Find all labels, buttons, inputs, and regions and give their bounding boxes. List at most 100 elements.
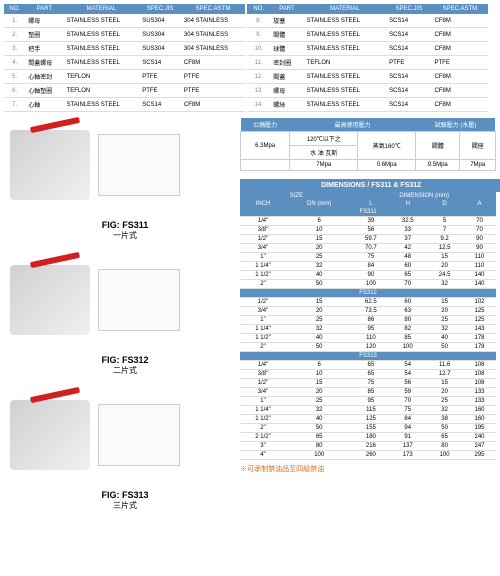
table-cell: 1 1/2" <box>240 271 286 280</box>
table-cell: 100 <box>352 280 389 289</box>
table-cell: 螺母 <box>270 84 303 98</box>
table-cell: 125 <box>463 307 496 316</box>
table-row: 1 1/2"401108540178 <box>240 334 496 343</box>
table-cell: 50 <box>286 280 353 289</box>
table-cell: CF8M <box>432 42 489 56</box>
table-cell: 把手 <box>25 42 63 56</box>
col-header: A <box>463 200 496 208</box>
section-label: FS313 <box>240 352 496 361</box>
pressure-table: 公稱壓力 最高使用壓力 試驗壓力 (水壓) 6.3Mpa 120℃以下之 蒸氣1… <box>240 118 496 171</box>
table-cell: CF8M <box>432 70 489 84</box>
table-cell: 178 <box>463 334 496 343</box>
table-row: 3"8021613780247 <box>240 442 496 451</box>
table-row: 11.密封圈TEFLONPTFEPTFE <box>247 56 488 70</box>
table-cell: 3/8" <box>240 370 286 379</box>
table-cell: 65 <box>352 361 389 370</box>
table-cell: 84 <box>389 415 426 424</box>
table-row: 1"25957025133 <box>240 397 496 406</box>
table-cell: 39 <box>352 217 389 226</box>
table-cell: 110 <box>352 334 389 343</box>
table-cell: 82 <box>389 325 426 334</box>
table-cell: 115 <box>352 406 389 415</box>
table-cell: 32 <box>286 325 353 334</box>
table-cell: STAINLESS STEEL <box>304 42 386 56</box>
table-cell: 63 <box>389 307 426 316</box>
table-row: 1"25754815110 <box>240 253 496 262</box>
table-cell: 螺母 <box>25 14 63 28</box>
table-cell: 24.5 <box>426 271 463 280</box>
table-cell: PTFE <box>139 70 181 84</box>
table-cell: 73.5 <box>352 307 389 316</box>
table-cell: 33 <box>389 226 426 235</box>
table-row: 1 1/2"40906524.5140 <box>240 271 496 280</box>
table-cell: 304 STAINLESS <box>181 14 245 28</box>
table-cell: 62.5 <box>352 298 389 307</box>
table-cell: 25 <box>286 316 353 325</box>
table-cell: 102 <box>463 298 496 307</box>
table-row: 9.閥體STAINLESS STEELSCS14CF8M <box>247 28 488 42</box>
table-cell: 195 <box>463 424 496 433</box>
table-cell: 240 <box>463 433 496 442</box>
table-cell: PTFE <box>432 56 489 70</box>
table-row: 14.螺絲STAINLESS STEELSCS14CF8M <box>247 98 488 112</box>
table-cell: 1" <box>240 316 286 325</box>
table-row: 4.間蓋螺母STAINLESS STEELSCS14CF8M <box>4 56 245 70</box>
table-cell: 60 <box>389 298 426 307</box>
table-cell: 3. <box>4 42 25 56</box>
table-cell: STAINLESS STEEL <box>304 28 386 42</box>
col-header: L <box>352 200 389 208</box>
table-cell: 110 <box>463 262 496 271</box>
col-header: NO. <box>247 4 270 14</box>
table-cell: 80 <box>286 442 353 451</box>
table-cell: 32 <box>286 262 353 271</box>
table-cell: 2" <box>240 280 286 289</box>
table-cell: 5 <box>426 217 463 226</box>
col-header: SPEC.JIS <box>386 4 431 14</box>
table-cell: 295 <box>463 451 496 460</box>
table-cell: 65 <box>352 370 389 379</box>
table-cell: 65 <box>286 433 353 442</box>
table-cell: PTFE <box>139 84 181 98</box>
table-cell: 95 <box>352 397 389 406</box>
section-label: FS312 <box>240 289 496 298</box>
table-row: 1.螺母STAINLESS STEELSUS304304 STAINLESS <box>4 14 245 28</box>
table-cell: SCS14 <box>386 70 431 84</box>
table-row: 3/4"20855920133 <box>240 388 496 397</box>
table-cell: CF8M <box>432 14 489 28</box>
table-cell: 1" <box>240 253 286 262</box>
table-cell: 旋塞 <box>270 14 303 28</box>
note-text: ※可承制禁油品至四級禁油 <box>240 464 496 474</box>
table-cell: STAINLESS STEEL <box>64 14 140 28</box>
table-row: 8.旋塞STAINLESS STEELSCS14CF8M <box>247 14 488 28</box>
table-cell: 25 <box>426 397 463 406</box>
table-cell: 15 <box>426 253 463 262</box>
table-cell: 8. <box>247 14 270 28</box>
fig-label: FIG: FS313 <box>10 490 240 500</box>
pressure-cell: 120℃以下之 <box>290 132 358 146</box>
table-cell: 2" <box>240 424 286 433</box>
table-cell: 14. <box>247 98 270 112</box>
table-cell: 85 <box>352 388 389 397</box>
table-cell: 173 <box>389 451 426 460</box>
table-cell: 9. <box>247 28 270 42</box>
table-cell: 32 <box>426 406 463 415</box>
table-cell: TEFLON <box>64 84 140 98</box>
table-cell: 3" <box>240 442 286 451</box>
table-cell: PTFE <box>181 84 245 98</box>
table-cell: 20 <box>426 388 463 397</box>
table-cell: 1 1/2" <box>240 334 286 343</box>
table-cell: 閥蓋 <box>270 70 303 84</box>
table-cell: 20 <box>286 307 353 316</box>
table-cell: SCS14 <box>386 28 431 42</box>
table-cell: 15 <box>286 235 353 244</box>
table-cell: 25 <box>286 253 353 262</box>
table-cell: SUS304 <box>139 14 181 28</box>
table-cell: CF8M <box>432 84 489 98</box>
table-cell: SCS14 <box>386 84 431 98</box>
fig-label: FIG: FS312 <box>10 355 240 365</box>
table-row: 3/4"2070.74212.590 <box>240 244 496 253</box>
table-cell: 11.6 <box>426 361 463 370</box>
table-cell: 20 <box>426 307 463 316</box>
table-cell: 84 <box>352 262 389 271</box>
table-cell: 9.2 <box>426 235 463 244</box>
